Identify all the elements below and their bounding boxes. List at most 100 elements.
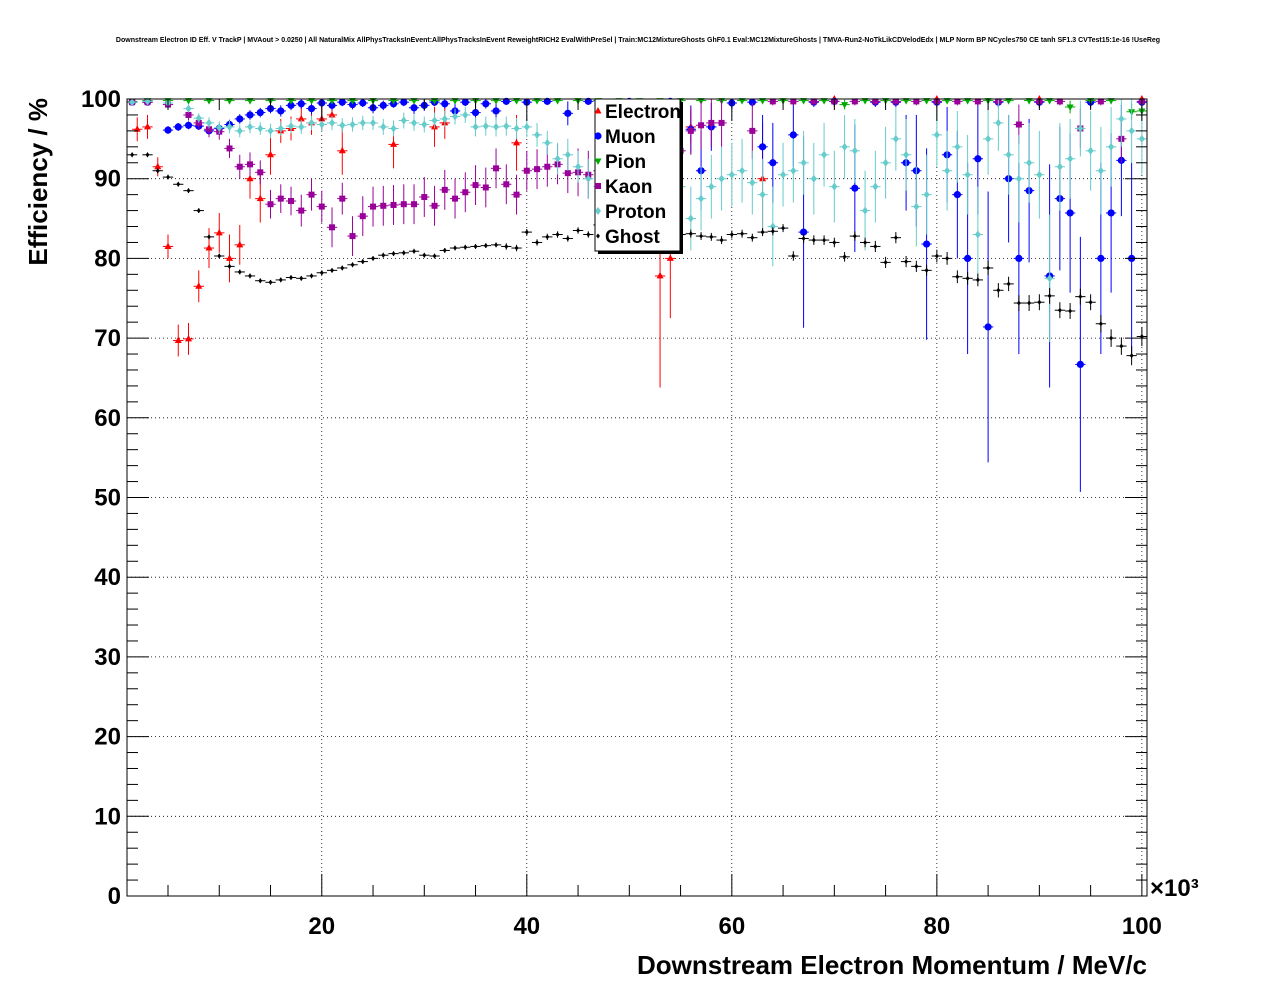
legend-marker-muon — [594, 132, 602, 140]
x-tick-label: 60 — [718, 913, 745, 940]
proton-marker — [308, 118, 315, 127]
ghost-point — [255, 278, 266, 284]
ghost-point — [757, 228, 768, 237]
proton-marker — [185, 104, 192, 113]
ghost-marker — [986, 265, 991, 271]
proton-marker — [687, 214, 694, 223]
muon-marker — [543, 97, 551, 105]
pion-marker — [1005, 98, 1013, 105]
ghost-point — [798, 233, 809, 244]
pion-marker — [697, 98, 705, 105]
proton-marker — [769, 222, 776, 231]
kaon-point — [470, 165, 481, 206]
kaon-point — [511, 174, 522, 215]
kaon-marker — [1056, 98, 1063, 105]
ghost-point — [808, 235, 819, 245]
electron-marker — [328, 110, 336, 118]
proton-marker — [359, 118, 366, 127]
ghost-marker — [975, 277, 980, 283]
proton-point — [788, 138, 799, 203]
proton-point — [1003, 114, 1014, 195]
proton-point — [542, 130, 553, 155]
proton-point — [347, 117, 358, 132]
proton-marker — [933, 130, 940, 139]
kaon-marker — [431, 202, 438, 209]
ghost-point — [839, 252, 850, 262]
ghost-marker — [319, 270, 324, 276]
ghost-marker — [791, 253, 796, 259]
electron-point — [224, 234, 235, 283]
pion-marker — [759, 98, 767, 105]
proton-marker — [1036, 170, 1043, 179]
kaon-point — [347, 216, 358, 257]
proton-marker — [985, 134, 992, 143]
ghost-marker — [412, 248, 417, 254]
muon-marker — [758, 143, 767, 151]
kaon-marker — [411, 201, 418, 208]
ghost-point — [1126, 346, 1137, 366]
muon-point — [234, 114, 245, 124]
legend-box — [594, 98, 681, 252]
kaon-marker — [236, 163, 243, 170]
ghost-point — [316, 270, 327, 276]
kaon-marker — [441, 186, 448, 193]
kaon-point — [449, 178, 461, 219]
proton-marker — [370, 118, 377, 127]
muon-marker — [974, 155, 982, 163]
proton-marker — [1056, 162, 1063, 171]
proton-point — [849, 118, 860, 183]
pion-point — [1105, 98, 1117, 105]
kaon-point — [747, 102, 758, 159]
proton-point — [572, 150, 584, 183]
muon-marker — [851, 184, 859, 192]
kaon-marker — [493, 165, 500, 172]
electron-marker — [144, 122, 152, 130]
y-tick-label: 20 — [94, 724, 121, 751]
muon-marker — [953, 191, 961, 199]
ghost-marker — [811, 237, 816, 243]
kaon-marker — [359, 213, 366, 220]
legend-marker-pion — [594, 158, 602, 165]
muon-point — [162, 126, 174, 135]
ghost-point — [1064, 303, 1076, 319]
proton-point — [911, 166, 922, 247]
kaon-marker — [226, 145, 233, 152]
y-tick-label: 60 — [94, 405, 121, 432]
kaon-marker — [329, 224, 336, 231]
ghost-marker — [248, 273, 253, 279]
kaon-point — [870, 98, 881, 106]
proton-marker — [810, 174, 817, 183]
ghost-marker — [1027, 300, 1032, 306]
ghost-marker — [770, 228, 775, 234]
ghost-marker — [453, 245, 458, 251]
x-tick-label: 40 — [513, 913, 540, 940]
proton-point — [511, 118, 522, 139]
pion-marker — [328, 98, 336, 105]
kaon-marker — [851, 98, 858, 105]
ghost-point — [706, 232, 717, 241]
proton-point — [306, 115, 317, 131]
ghost-point — [234, 269, 245, 275]
kaon-point — [952, 98, 963, 106]
y-tick-label: 10 — [94, 803, 121, 830]
pion-point — [449, 98, 461, 105]
ghost-marker — [863, 239, 868, 245]
ghost-marker — [381, 252, 386, 258]
ghost-marker — [350, 262, 355, 268]
legend-label-ghost: Ghost — [605, 227, 661, 248]
ghost-marker — [299, 275, 304, 281]
proton-marker — [1138, 134, 1145, 143]
proton-point — [255, 122, 266, 135]
proton-marker — [267, 126, 274, 135]
proton-marker — [390, 124, 397, 133]
proton-point — [1116, 99, 1127, 147]
ghost-point — [880, 256, 891, 268]
proton-point — [880, 126, 891, 199]
kaon-point — [849, 98, 860, 106]
muon-marker — [287, 101, 295, 109]
proton-marker — [718, 174, 725, 183]
pion-point — [224, 98, 235, 105]
proton-point — [1023, 122, 1035, 203]
kaon-marker — [872, 98, 879, 105]
electron-marker — [154, 162, 162, 170]
